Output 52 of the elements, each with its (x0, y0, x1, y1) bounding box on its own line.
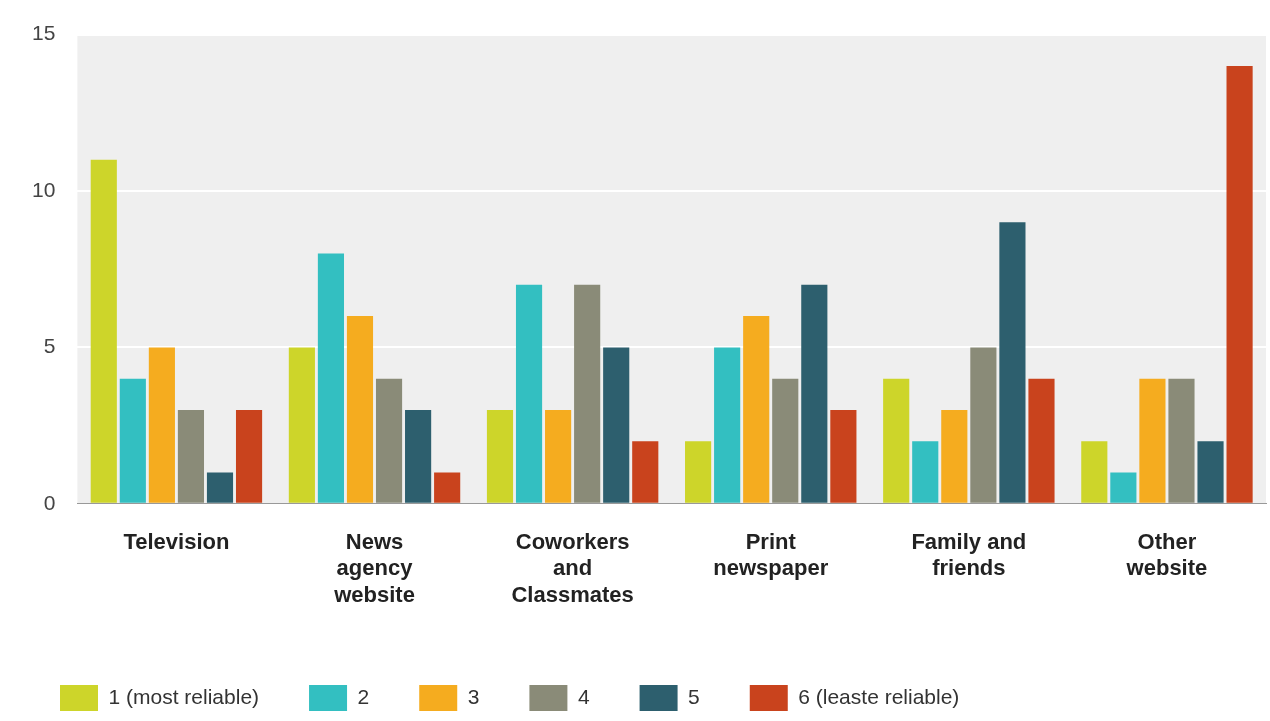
bar (515, 284, 543, 503)
bar (603, 347, 630, 503)
bar (346, 316, 374, 503)
bar (434, 472, 461, 503)
bar (317, 253, 345, 503)
x-tick-label: Print newspaper (713, 529, 829, 581)
bar (288, 347, 315, 503)
bar (941, 409, 968, 503)
legend-label: 2 (357, 684, 370, 708)
bar (405, 409, 432, 503)
bar (1028, 378, 1055, 503)
legend-label: 3 (467, 684, 480, 708)
y-tick-label: 0 (43, 490, 56, 514)
bar (1110, 472, 1137, 503)
bar (235, 409, 263, 503)
legend-label: 1 (most reliable) (108, 684, 260, 708)
bar (375, 378, 403, 503)
bar (90, 159, 117, 503)
y-tick-label: 10 (32, 177, 56, 201)
bar (148, 347, 175, 503)
bar (1081, 441, 1108, 503)
bar (912, 441, 939, 503)
x-tick-label: Television (123, 529, 230, 555)
bar (486, 409, 514, 503)
bar (574, 284, 601, 503)
legend-label: 5 (688, 684, 700, 708)
legend-label: 4 (577, 684, 590, 708)
legend-label: 6 (leaste reliable) (798, 684, 960, 708)
bar (685, 441, 712, 503)
bar (999, 222, 1026, 503)
bar (970, 347, 997, 503)
bar (801, 284, 828, 503)
bar (206, 472, 234, 503)
bar (119, 378, 146, 503)
bar (632, 441, 659, 503)
bar (1168, 378, 1195, 503)
bar (1226, 65, 1253, 503)
bar (1197, 441, 1224, 503)
bar (545, 409, 572, 503)
y-tick-label: 15 (32, 21, 56, 45)
bar (830, 409, 857, 503)
x-tick-label: Family and friends (911, 529, 1027, 581)
x-tick-label: Coworkers and Classmates (511, 529, 634, 607)
x-tick-label: Other website (1125, 529, 1208, 581)
x-tick-label: News agency website (333, 529, 415, 607)
y-tick-label: 5 (43, 334, 56, 358)
bar (772, 378, 799, 503)
bar (883, 378, 910, 503)
bar (714, 347, 741, 503)
bar (1139, 378, 1166, 503)
bar (177, 409, 205, 503)
bar (743, 316, 770, 503)
